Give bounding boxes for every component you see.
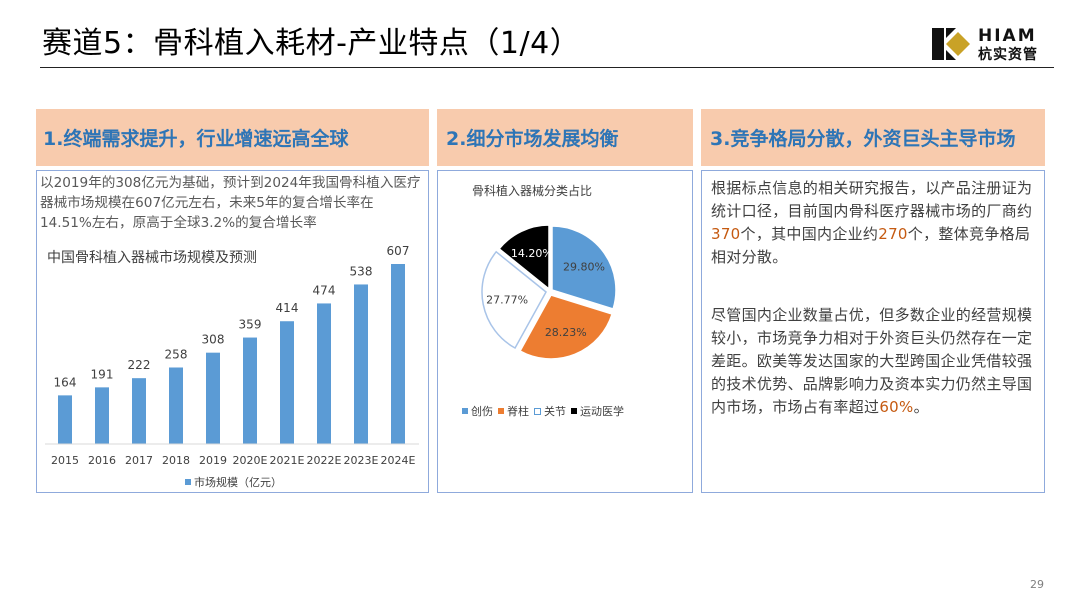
bar-2015 [58,395,72,444]
x-tick-label: 2022E [307,454,342,467]
section-header-2-label: 2.细分市场发展均衡 [446,128,619,150]
logo-text-en: HIAM [978,26,1037,46]
manufacturer-count: 370 [711,225,741,243]
market-size-description: 以2019年的308亿元为基础，预计到2024年我国骨科植入医疗器械市场规模在6… [40,175,421,231]
page-title: 赛道5：骨科植入耗材-产业特点（1/4） [42,26,581,61]
x-tick-label: 2019 [199,454,227,467]
pie-value-label: 29.80% [563,260,605,273]
x-tick-label: 2016 [88,454,116,467]
x-tick-label: 2024E [381,454,416,467]
x-tick-label: 2015 [51,454,79,467]
page-number: 29 [1030,578,1044,591]
section-header-2: 2.细分市场发展均衡 [437,109,693,166]
legend-swatch [185,479,191,485]
competition-paragraph-1: 根据标点信息的相关研究报告，以产品注册证为统计口径，目前国内骨科医疗器械市场的厂… [711,179,1033,266]
pie-slice-trauma [551,225,617,310]
bar-2019 [206,352,220,444]
pie-value-label: 14.20% [511,247,553,260]
market-share-value: 60% [879,398,914,416]
bar-value-label: 258 [165,347,188,361]
bar-2024E [391,264,405,444]
bar-legend-label: 市场规模（亿元） [194,475,282,489]
bar-value-label: 359 [239,318,262,332]
bar-value-label: 474 [313,283,336,297]
bar-value-label: 308 [202,333,225,347]
pie-slice-sports-medicine [498,224,550,291]
x-tick-label: 2021E [270,454,305,467]
title-divider [40,67,1054,68]
pie-slice-joint [481,250,547,350]
bar-2017 [132,378,146,444]
x-tick-label: 2023E [344,454,379,467]
bar-value-label: 414 [276,301,299,315]
bar-value-label: 222 [128,358,151,372]
bar-2022E [317,303,331,444]
pie-value-label: 28.23% [545,326,587,339]
bar-2018 [169,367,183,444]
section-header-3-label: 3.竞争格局分散，外资巨头主导市场 [710,128,1016,150]
logo-text-cn: 杭实资管 [978,47,1038,63]
logo: HIAM 杭实资管 [932,26,1056,63]
bar-value-label: 607 [387,244,410,258]
bar-value-label: 538 [350,264,373,278]
bar-2016 [95,387,109,444]
segment-share-panel: 29.80% 28.23% 27.77% 14.20% 骨科植入器械分类占比 创伤 脊… [437,170,693,493]
bar-value-label: 164 [54,375,77,389]
x-tick-label: 2020E [233,454,268,467]
legend-item-trauma: 创伤 [462,403,493,419]
legend-item-sports-medicine: 运动医学 [571,403,624,419]
bar-value-label: 191 [91,367,114,381]
competition-paragraph-2: 尽管国内企业数量占优，但多数企业的经营规模较小，市场竞争力相对于外资巨头仍然存在… [711,306,1033,416]
section-header-1-label: 1.终端需求提升，行业增速远高全球 [43,128,349,150]
bar-chart-title: 中国骨科植入器械市场规模及预测 [47,250,257,266]
hiam-logo-icon [932,28,970,60]
x-tick-label: 2018 [162,454,190,467]
segment-share-pie-chart: 29.80% 28.23% 27.77% 14.20% [481,224,617,360]
x-tick-label: 2017 [125,454,153,467]
pie-slice-spine [519,294,614,360]
section-header-1: 1.终端需求提升，行业增速远高全球 [36,109,429,166]
bar-2020E [243,337,257,444]
competition-panel: 根据标点信息的相关研究报告，以产品注册证为统计口径，目前国内骨科医疗器械市场的厂… [701,170,1045,493]
section-header-3: 3.竞争格局分散，外资巨头主导市场 [701,109,1045,166]
bar-2021E [280,321,294,444]
bar-2023E [354,284,368,444]
pie-chart-title: 骨科植入器械分类占比 [472,184,593,198]
market-size-bar-chart: 164 2015 191 2016 222 2017 258 2018 308 2019 359 20… [45,244,419,489]
pie-legend: 创伤 脊柱 关节 运动医学 [462,403,624,419]
domestic-count: 270 [878,225,908,243]
legend-item-joint: 关节 [534,403,566,419]
market-size-panel: 以2019年的308亿元为基础，预计到2024年我国骨科植入医疗器械市场规模在6… [36,170,429,493]
legend-item-spine: 脊柱 [498,403,529,419]
pie-value-label: 27.77% [486,294,528,307]
